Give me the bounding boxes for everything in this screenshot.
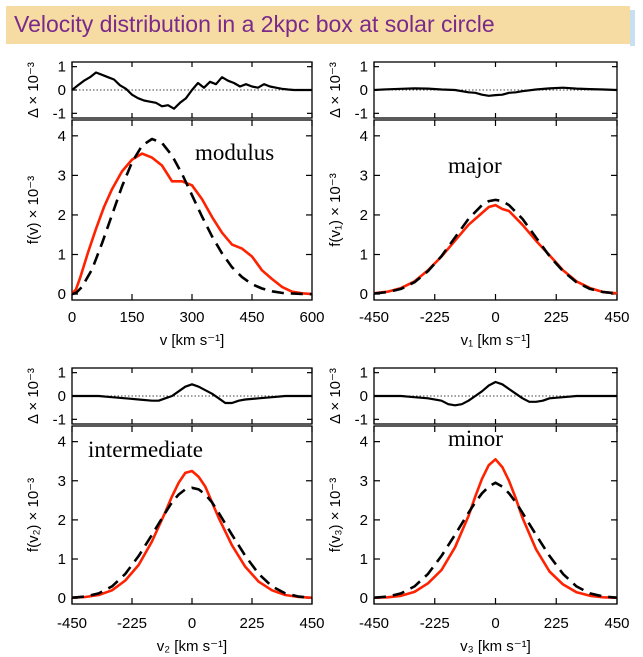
x-tick-label: 450 (604, 309, 629, 326)
residual-y-axis-label: Δ × 10⁻³ (25, 62, 42, 118)
chart-panel-intermediate: -450 -225 0 225 450 0 1 2 3 4 -1 0 1 intermediate v₂ [… (25, 365, 325, 655)
y-tick-label: 3 (58, 473, 66, 490)
x-tick-label: -450 (359, 309, 389, 326)
x-axis-label: v [km s⁻¹] (160, 332, 225, 349)
residual-y-tick-label: -1 (355, 105, 368, 122)
y-tick-label: 2 (360, 512, 368, 529)
panel-label: intermediate (88, 437, 203, 462)
x-tick-label: 450 (604, 615, 629, 632)
y-tick-label: 1 (58, 247, 66, 264)
residual-y-tick-label: 0 (360, 388, 368, 405)
x-tick-label: 0 (491, 309, 499, 326)
y-axis-label: f(v) × 10⁻³ (25, 176, 42, 244)
x-tick-label: -225 (420, 615, 450, 632)
chart-panel-minor: -450 -225 0 225 450 0 1 2 3 4 -1 0 1 minor v₃ [km s⁻¹]… (327, 365, 630, 655)
x-tick-label: 225 (544, 615, 569, 632)
residual-y-tick-label: 1 (58, 59, 66, 76)
x-tick-label: 450 (239, 309, 264, 326)
x-tick-label: 225 (544, 309, 569, 326)
chart-title-bar: Velocity distribution in a 2kpc box at s… (6, 6, 630, 44)
y-tick-label: 4 (58, 128, 66, 145)
y-tick-label: 1 (360, 247, 368, 264)
panel-label: minor (448, 426, 503, 451)
y-tick-label: 0 (58, 590, 66, 607)
residual-y-tick-label: -1 (53, 411, 66, 428)
residual-series-line (374, 380, 617, 407)
residual-y-axis-label: Δ × 10⁻³ (25, 368, 42, 424)
x-tick-label: 300 (179, 309, 204, 326)
y-tick-label: 2 (58, 512, 66, 529)
y-tick-label: 1 (360, 551, 368, 568)
y-axis-label: f(v₂) × 10⁻³ (25, 478, 42, 552)
residual-y-axis-label: Δ × 10⁻³ (327, 62, 344, 118)
x-tick-label: -225 (117, 615, 147, 632)
simulation-series-line (71, 152, 313, 296)
residual-y-tick-label: -1 (53, 105, 66, 122)
x-tick-label: 0 (188, 615, 196, 632)
y-tick-label: 3 (360, 473, 368, 490)
residual-y-tick-label: 1 (58, 365, 66, 382)
y-tick-label: 4 (360, 128, 368, 145)
y-tick-label: 0 (360, 286, 368, 303)
simulation-series-line (373, 203, 618, 295)
x-tick-label: 225 (239, 615, 264, 632)
x-axis-label: v₂ [km s⁻¹] (157, 638, 227, 655)
y-tick-label: 4 (360, 434, 368, 451)
main-plot-frame (71, 119, 313, 301)
model-series-line (373, 481, 618, 599)
panel-label: major (448, 153, 502, 178)
x-tick-label: 0 (491, 615, 499, 632)
model-series-line (71, 486, 313, 599)
y-tick-label: 0 (360, 590, 368, 607)
residual-y-axis-label: Δ × 10⁻³ (327, 368, 344, 424)
x-axis-label: v₁ [km s⁻¹] (461, 332, 531, 349)
x-tick-label: 0 (68, 309, 76, 326)
residual-y-tick-label: 0 (360, 82, 368, 99)
residual-y-tick-label: 1 (360, 59, 368, 76)
simulation-series-line (71, 469, 313, 599)
residual-y-tick-label: 0 (58, 388, 66, 405)
simulation-series-line (373, 457, 618, 599)
residual-series-line (72, 383, 312, 405)
main-plot-frame (373, 119, 618, 301)
x-tick-label: -450 (57, 615, 87, 632)
x-tick-label: 450 (299, 615, 324, 632)
x-tick-label: 150 (119, 309, 144, 326)
title-shadow (630, 10, 635, 46)
y-tick-label: 4 (58, 434, 66, 451)
residual-series-line (71, 71, 312, 110)
y-tick-label: 3 (58, 167, 66, 184)
residual-series-line (373, 86, 618, 97)
chart-title: Velocity distribution in a 2kpc box at s… (14, 11, 495, 37)
model-series-line (373, 198, 618, 295)
model-series-line (71, 137, 313, 296)
chart-panel-modulus: 0 150 300 450 600 0 1 2 3 4 -1 0 1 modulus v [km s⁻¹] f… (25, 59, 325, 349)
main-plot-frame (373, 425, 618, 605)
y-axis-label: f(v₃) × 10⁻³ (327, 478, 344, 552)
y-tick-label: 3 (360, 167, 368, 184)
x-tick-label: 600 (299, 309, 324, 326)
chart-panel-major: -450 -225 0 225 450 0 1 2 3 4 -1 0 1 major v₁ [km s⁻¹]… (327, 59, 630, 349)
y-tick-label: 2 (360, 207, 368, 224)
x-tick-label: -225 (420, 309, 450, 326)
residual-y-tick-label: -1 (355, 411, 368, 428)
y-tick-label: 0 (58, 286, 66, 303)
residual-y-tick-label: 1 (360, 365, 368, 382)
y-tick-label: 2 (58, 207, 66, 224)
residual-y-tick-label: 0 (58, 82, 66, 99)
y-tick-label: 1 (58, 551, 66, 568)
panel-label: modulus (195, 140, 274, 165)
x-tick-label: -450 (359, 615, 389, 632)
x-axis-label: v₃ [km s⁻¹] (460, 638, 531, 655)
y-axis-label: f(v₁) × 10⁻³ (327, 173, 344, 246)
